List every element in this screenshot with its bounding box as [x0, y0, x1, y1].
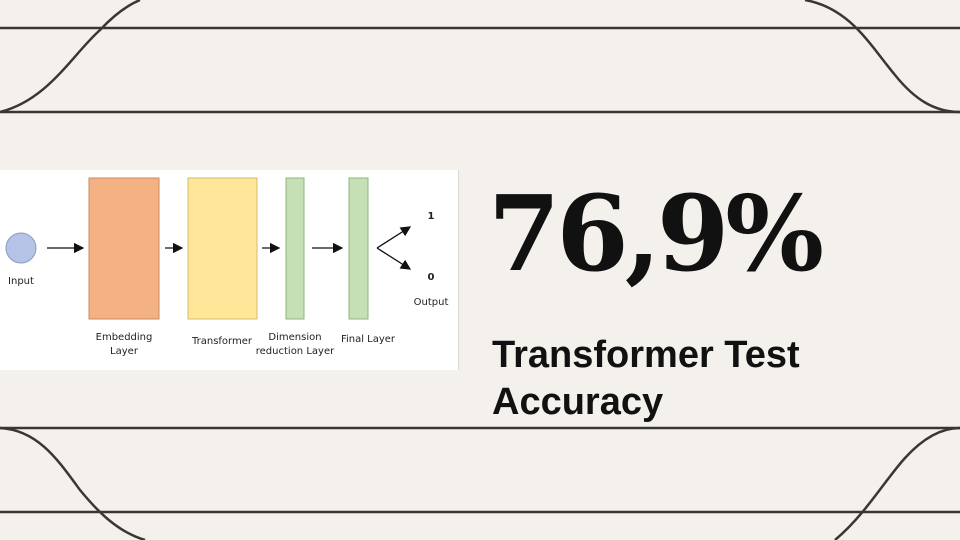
top-right-curve [804, 0, 960, 114]
dimension-reduction-label: Dimension reduction Layer [255, 332, 335, 357]
output-one-label: 1 [427, 211, 435, 222]
output-zero-label: 0 [427, 272, 435, 283]
accuracy-value: 76,9% [488, 172, 824, 295]
accuracy-caption: Transformer Test Accuracy [492, 334, 800, 423]
architecture-diagram: Input Embedding Layer Transformer Dimens… [0, 170, 459, 370]
arrow-output-one [376, 226, 412, 249]
embedding-layer-block [88, 177, 160, 320]
bottom-right-curve [834, 426, 960, 540]
embedding-layer-label: Embedding Layer [95, 332, 153, 357]
output-label: Output [413, 297, 449, 308]
arrow-output-zero [376, 247, 412, 270]
diagram-shapes [5, 177, 412, 320]
top-left-curve [0, 0, 141, 114]
input-node [5, 232, 37, 264]
bottom-left-curve [0, 426, 146, 540]
dimension-reduction-block [285, 177, 305, 320]
input-label: Input [8, 276, 34, 287]
transformer-block [187, 177, 258, 320]
final-layer-label: Final Layer [340, 334, 396, 345]
transformer-label: Transformer [191, 336, 252, 347]
final-layer-block [348, 177, 369, 320]
